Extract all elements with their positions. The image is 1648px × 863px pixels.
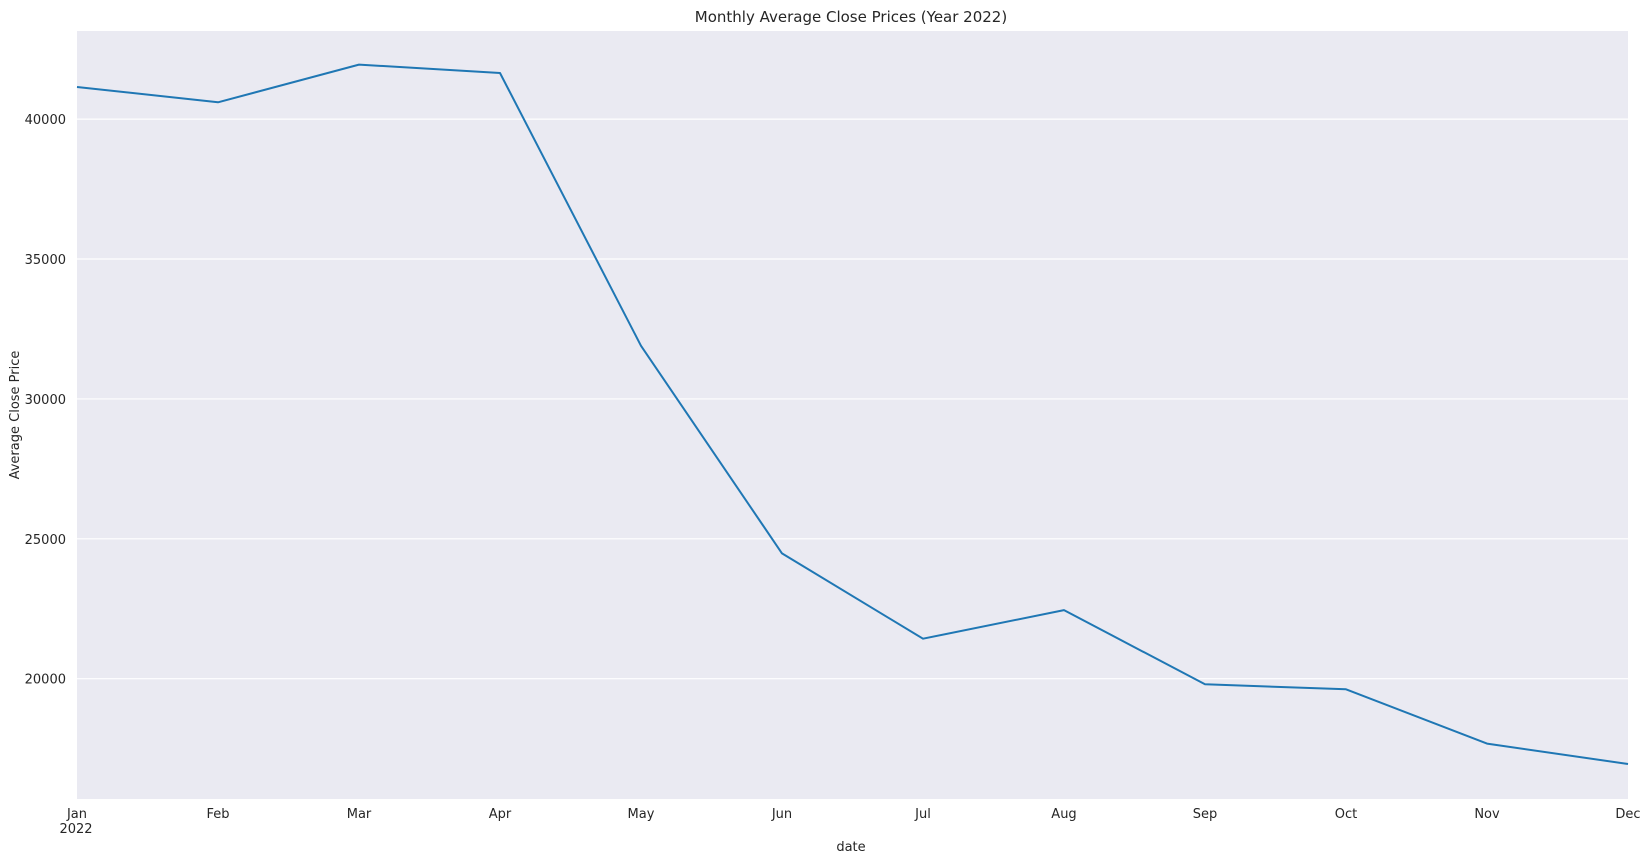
y-tick-label: 20000	[25, 673, 66, 688]
x-tick-label: Jan	[66, 807, 87, 822]
y-tick-labels: 20000 25000 30000 35000 40000	[25, 113, 66, 688]
x-tick-label: Jul	[914, 807, 931, 822]
series-line	[76, 63, 1629, 765]
plot-area	[77, 31, 1628, 799]
x-tick-label: Nov	[1474, 807, 1500, 822]
x-tick-labels: Jan Feb Mar Apr May Jun Jul Aug Sep Oct Nov Dec	[66, 807, 1641, 822]
y-tick-label: 35000	[25, 253, 66, 268]
y-tick-label: 30000	[25, 393, 66, 408]
x-tick-label: Mar	[347, 807, 372, 822]
x-tick-label: Feb	[206, 807, 229, 822]
x-axis-label: date	[836, 840, 865, 855]
chart-title: Monthly Average Close Prices (Year 2022)	[695, 8, 1007, 26]
x-tick-label: Aug	[1051, 807, 1076, 822]
y-axis-label: Average Close Price	[8, 351, 23, 480]
y-tick-label: 40000	[25, 113, 66, 128]
x-tick-label: Sep	[1193, 807, 1218, 822]
x-year-label: 2022	[59, 822, 92, 837]
y-tick-label: 25000	[25, 533, 66, 548]
x-tick-label: Oct	[1335, 807, 1357, 822]
x-tick-label: Dec	[1615, 807, 1640, 822]
x-tick-label: May	[628, 807, 655, 822]
x-tick-label: Jun	[771, 807, 792, 822]
series-group	[76, 63, 1629, 765]
x-tick-label: Apr	[489, 807, 512, 822]
y-gridlines	[77, 118, 1628, 680]
